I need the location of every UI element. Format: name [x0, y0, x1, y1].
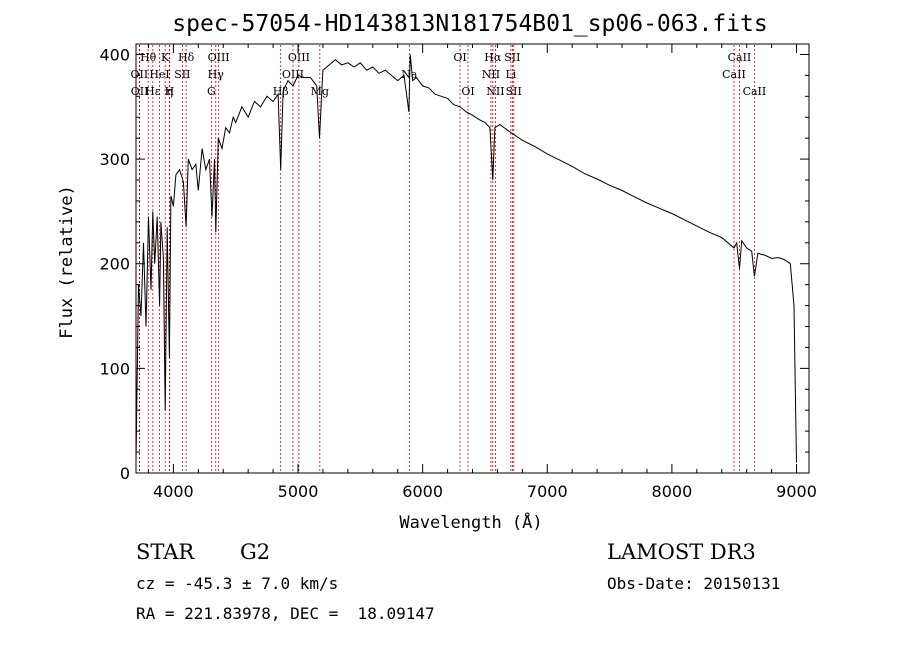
- line-marker-label: Hα: [484, 51, 502, 64]
- x-tick-label: 8000: [652, 482, 693, 501]
- line-marker-label: OI: [461, 85, 474, 98]
- line-marker-label: Hε: [145, 85, 161, 98]
- line-marker-label: NII: [482, 68, 500, 81]
- y-tick-label: 400: [99, 45, 130, 64]
- line-marker-label: K: [161, 51, 170, 64]
- line-marker-label: OIII: [208, 51, 230, 64]
- line-marker-label: Hβ: [273, 85, 289, 98]
- line-marker-label: OIII: [288, 51, 310, 64]
- object-class: STAR: [136, 540, 195, 564]
- y-tick-label: 0: [120, 464, 130, 483]
- y-tick-label: 100: [99, 359, 130, 378]
- line-marker-label: H: [165, 85, 175, 98]
- x-tick-label: 6000: [402, 482, 443, 501]
- line-marker-label: HeI: [149, 68, 169, 81]
- line-marker-label: OI: [453, 51, 466, 64]
- y-tick-label: 200: [99, 255, 130, 274]
- spectrum-line: [135, 54, 797, 463]
- line-marker-label: SII: [506, 85, 522, 98]
- x-axis: 4000 5000 6000 7000 8000 9000: [147, 44, 817, 501]
- object-subclass: G2: [240, 540, 271, 564]
- line-marker-label: CaII: [728, 51, 752, 64]
- chart-title: spec-57054-HD143813N181754B01_sp06-063.f…: [172, 11, 767, 37]
- line-marker-label: OII: [131, 85, 149, 98]
- line-marker-label: SII: [504, 51, 520, 64]
- line-marker-label: OII: [131, 68, 149, 81]
- obs-date: Obs-Date: 20150131: [607, 574, 781, 593]
- line-marker-label: CaII: [743, 85, 767, 98]
- line-marker-label: Li: [505, 68, 516, 81]
- x-tick-label: 5000: [278, 482, 319, 501]
- coordinates: RA = 221.83978, DEC = 18.09147: [136, 604, 435, 623]
- x-tick-label: 9000: [776, 482, 817, 501]
- line-marker-group: [138, 45, 755, 472]
- y-tick-label: 300: [99, 150, 130, 169]
- line-marker-label: Hγ: [208, 68, 225, 81]
- x-tick-label: 4000: [153, 482, 194, 501]
- line-marker-label: NII: [486, 85, 504, 98]
- y-axis: 0 100 200 300 400: [99, 45, 809, 483]
- x-axis-label: Wavelength (Å): [399, 511, 542, 533]
- y-axis-label: Flux (relative): [57, 185, 77, 339]
- line-marker-label: Hδ: [178, 51, 195, 64]
- line-marker-label: G: [207, 85, 216, 98]
- x-tick-label: 7000: [527, 482, 568, 501]
- survey-name: LAMOST DR3: [607, 540, 756, 564]
- line-marker-label: Hθ: [140, 51, 157, 64]
- plot-frame: [135, 43, 810, 474]
- line-marker-label: SII: [174, 68, 190, 81]
- line-marker-label: OIII: [282, 68, 304, 81]
- line-marker-label: CaII: [722, 68, 746, 81]
- line-marker-label: Mg: [311, 85, 329, 98]
- line-marker-label: η: [166, 85, 173, 98]
- redshift-readout: cz = -45.3 ± 7.0 km/s: [136, 574, 339, 593]
